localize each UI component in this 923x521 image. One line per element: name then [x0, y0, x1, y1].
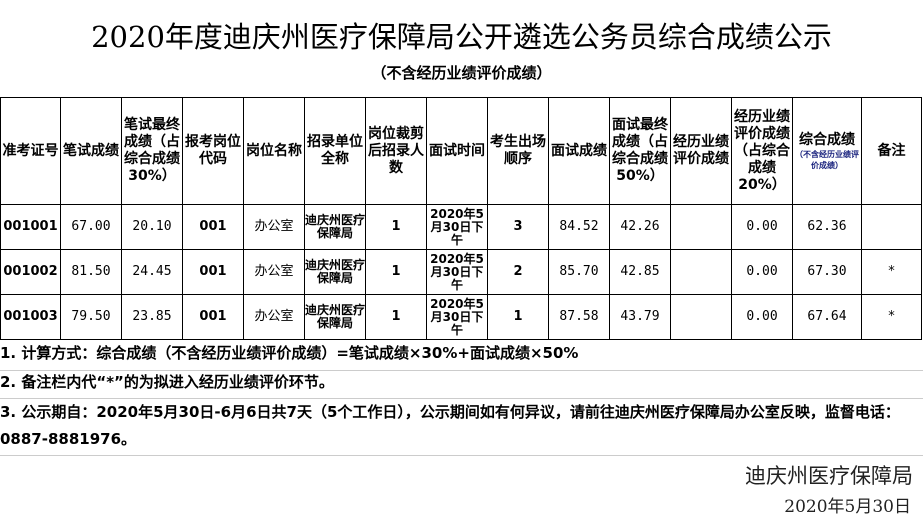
header-cell: 面试时间	[426, 97, 488, 205]
header-cell: 招录单位全称	[304, 97, 366, 205]
header-cell: 经历业绩评价成绩（占综合成绩20%）	[731, 97, 793, 205]
cell-interview: 85.70	[548, 249, 610, 295]
header-cell: 经历业绩评价成绩	[670, 97, 732, 205]
cell-written: 79.50	[60, 294, 122, 340]
signature: 迪庆州医疗保障局	[745, 464, 913, 488]
cell-time: 2020年5月30日下午	[426, 204, 488, 250]
header-cell: 岗位裁剪后招录人数	[365, 97, 427, 205]
header-label: 综合成绩	[799, 131, 855, 148]
cell-code: 001	[182, 204, 244, 250]
header-cell: 笔试最终成绩（占综合成绩30%）	[121, 97, 183, 205]
cell-exp	[670, 249, 732, 295]
cell-written: 81.50	[60, 249, 122, 295]
cell-note: *	[861, 294, 922, 340]
header-cell: 备注	[861, 97, 922, 205]
table-row: 001001 67.00 20.10 001 办公室 迪庆州医疗保障局 1 2020年5月30…	[0, 204, 922, 250]
cell-interview-final: 42.85	[609, 249, 671, 295]
header-cell: 准考证号	[0, 97, 61, 205]
cell-id: 001003	[0, 294, 61, 340]
cell-code: 001	[182, 294, 244, 340]
cell-exp-final: 0.00	[731, 204, 793, 250]
cell-note	[861, 204, 922, 250]
cell-unit: 迪庆州医疗保障局	[304, 249, 366, 295]
cell-unit: 迪庆州医疗保障局	[304, 294, 366, 340]
cell-time: 2020年5月30日下午	[426, 249, 488, 295]
cell-exp-final: 0.00	[731, 249, 793, 295]
cell-quota: 1	[365, 204, 427, 250]
table-header-row: 准考证号 笔试成绩 笔试最终成绩（占综合成绩30%） 报考岗位代码 岗位名称 招…	[0, 97, 922, 205]
cell-order: 2	[487, 249, 549, 295]
cell-post: 办公室	[243, 204, 305, 250]
cell-order: 1	[487, 294, 549, 340]
table-row: 001003 79.50 23.85 001 办公室 迪庆州医疗保障局 1 2020年5月30…	[0, 294, 922, 340]
cell-id: 001002	[0, 249, 61, 295]
cell-interview-final: 43.79	[609, 294, 671, 340]
cell-time: 2020年5月30日下午	[426, 294, 488, 340]
cell-exp	[670, 294, 732, 340]
header-cell: 面试成绩	[548, 97, 610, 205]
note-2: 2. 备注栏内代“*”的为拟进入经历业绩评价环节。	[0, 371, 923, 399]
cell-code: 001	[182, 249, 244, 295]
cell-interview-final: 42.26	[609, 204, 671, 250]
cell-interview: 84.52	[548, 204, 610, 250]
note-1: 1. 计算方式：综合成绩（不含经历业绩评价成绩）=笔试成绩×30%+面试成绩×5…	[0, 342, 923, 371]
cell-exp	[670, 204, 732, 250]
cell-quota: 1	[365, 249, 427, 295]
header-cell: 考生出场顺序	[487, 97, 549, 205]
signature-date: 2020年5月30日	[784, 497, 911, 517]
cell-total: 67.64	[792, 294, 862, 340]
table-row: 001002 81.50 24.45 001 办公室 迪庆州医疗保障局 1 2020年5月30…	[0, 249, 922, 295]
cell-total: 62.36	[792, 204, 862, 250]
cell-note: *	[861, 249, 922, 295]
page-title: 2020年度迪庆州医疗保障局公开遴选公务员综合成绩公示	[91, 20, 832, 54]
note-3: 3. 公示期自：2020年5月30日-6月6日共7天（5个工作日），公示期间如有…	[0, 399, 923, 456]
cell-id: 001001	[0, 204, 61, 250]
page-subtitle: （不含经历业绩评价成绩）	[371, 64, 552, 82]
header-composite-note: （不含经历业绩评价成绩）	[795, 149, 859, 170]
cell-written-final: 24.45	[121, 249, 183, 295]
cell-total: 67.30	[792, 249, 862, 295]
header-cell-composite: 综合成绩 （不含经历业绩评价成绩）	[792, 97, 862, 205]
cell-order: 3	[487, 204, 549, 250]
cell-written: 67.00	[60, 204, 122, 250]
cell-exp-final: 0.00	[731, 294, 793, 340]
cell-unit: 迪庆州医疗保障局	[304, 204, 366, 250]
header-cell: 面试最终成绩（占综合成绩50%）	[609, 97, 671, 205]
results-table: 准考证号 笔试成绩 笔试最终成绩（占综合成绩30%） 报考岗位代码 岗位名称 招…	[0, 97, 922, 340]
header-cell: 笔试成绩	[60, 97, 122, 205]
header-cell: 岗位名称	[243, 97, 305, 205]
cell-post: 办公室	[243, 249, 305, 295]
header-cell: 报考岗位代码	[182, 97, 244, 205]
cell-post: 办公室	[243, 294, 305, 340]
cell-quota: 1	[365, 294, 427, 340]
cell-written-final: 23.85	[121, 294, 183, 340]
cell-written-final: 20.10	[121, 204, 183, 250]
cell-interview: 87.58	[548, 294, 610, 340]
